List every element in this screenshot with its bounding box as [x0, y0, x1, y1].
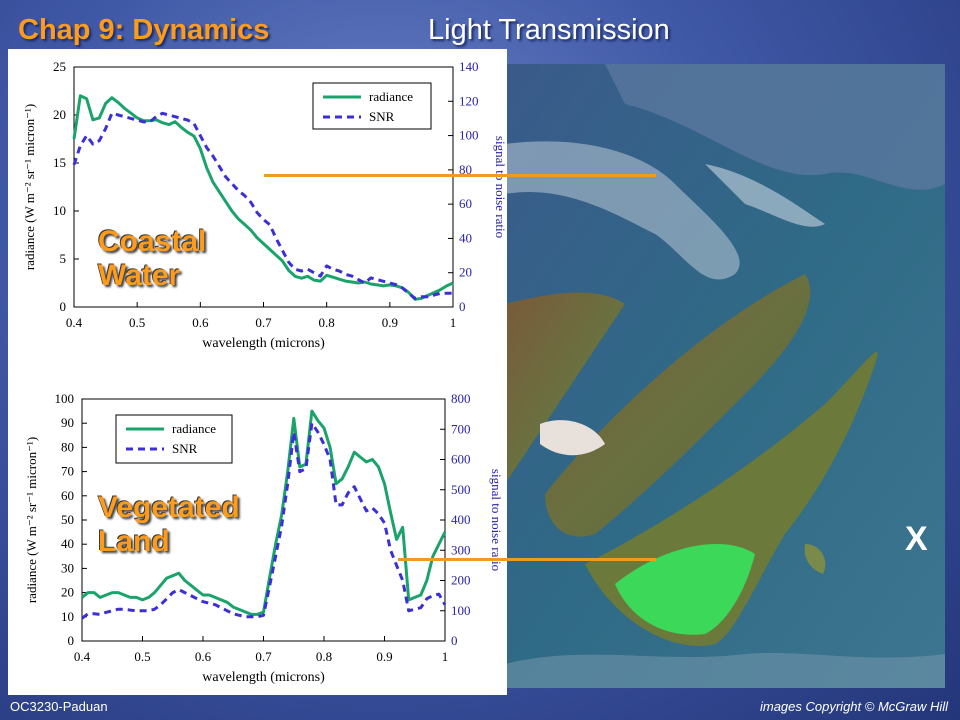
- vegetated-land-label-line2: Land: [98, 525, 170, 558]
- legend-box: [115, 414, 233, 464]
- y-left-tick-label: 90: [61, 415, 74, 430]
- y-right-tick-label: 300: [451, 542, 471, 557]
- y-right-tick-label: 500: [451, 482, 471, 497]
- x-tick-label: 0.4: [74, 649, 91, 664]
- legend-label-snr: SNR: [172, 441, 198, 456]
- y-right-tick-label: 700: [451, 421, 471, 436]
- x-tick-label: 1: [442, 649, 449, 664]
- y-right-tick-label: 0: [451, 633, 458, 648]
- y-left-tick-label: 5: [60, 251, 67, 266]
- x-tick-label: 1: [450, 315, 457, 330]
- coastal-water-label-line1: Coastal: [98, 225, 207, 258]
- y-left-tick-label: 40: [61, 536, 74, 551]
- y-right-tick-label: 200: [451, 573, 471, 588]
- x-tick-label: 0.7: [255, 649, 272, 664]
- y-right-tick-label: 40: [459, 230, 472, 245]
- series-line-radiance: [72, 94, 454, 301]
- footer-copyright: images Copyright © McGraw Hill: [759, 699, 948, 714]
- slide-title: Chap 9: Dynamics: [18, 14, 270, 46]
- pointer-line-vegetated: [398, 558, 656, 561]
- y-left-tick-label: 15: [53, 155, 66, 170]
- legend-label-radiance: radiance: [172, 421, 216, 436]
- x-tick-label: 0.6: [195, 649, 212, 664]
- chart-panel: 0.4 0.5 0.6 0.7 0.8 0.9 1 0 5 10 15 20 25 0 20 40 60 80 10…: [8, 49, 507, 695]
- y-left-tick-label: 70: [61, 464, 74, 479]
- y-right-tick-label: 600: [451, 452, 471, 467]
- series-line-snr: [81, 421, 447, 620]
- coastal-water-label: Coastal Water: [98, 225, 206, 293]
- x-tick-label: 0.5: [134, 649, 150, 664]
- chart-coastal-water: 0.4 0.5 0.6 0.7 0.8 0.9 1051015202502040608010…: [22, 59, 507, 351]
- y-left-tick-label: 25: [53, 59, 66, 74]
- y-left-tick-label: 30: [61, 560, 74, 575]
- y-left-tick-label: 100: [55, 391, 75, 406]
- y-right-axis-label: signal to noise ratio: [489, 469, 504, 571]
- vegetated-land-label: Vegetated Land: [98, 491, 240, 559]
- x-tick-label: 0.8: [319, 315, 335, 330]
- x-tick-label: 0.9: [382, 315, 398, 330]
- y-left-axis-label: radiance (W m⁻² sr⁻¹ micron⁻¹): [22, 104, 37, 270]
- y-left-tick-label: 60: [61, 488, 74, 503]
- y-right-tick-label: 100: [451, 603, 471, 618]
- satellite-image: [505, 64, 945, 688]
- y-left-tick-label: 20: [61, 585, 74, 600]
- pointer-line-coastal: [264, 174, 656, 177]
- y-left-tick-label: 0: [68, 633, 75, 648]
- legend-label-radiance: radiance: [369, 89, 413, 104]
- y-right-tick-label: 400: [451, 512, 471, 527]
- y-right-tick-label: 80: [459, 162, 472, 177]
- y-right-tick-label: 20: [459, 265, 472, 280]
- x-tick-label: 0.5: [129, 315, 145, 330]
- y-right-tick-label: 140: [459, 59, 479, 74]
- y-left-axis-label: radiance (W m⁻² sr⁻¹ micron⁻¹): [24, 437, 39, 603]
- y-right-tick-label: 100: [459, 128, 479, 143]
- x-tick-label: 0.4: [66, 315, 83, 330]
- x-tick-label: 0.8: [316, 649, 332, 664]
- series-line-radiance: [81, 409, 447, 616]
- slide-subtitle: Light Transmission: [428, 14, 670, 46]
- y-right-tick-label: 0: [459, 299, 466, 314]
- map-marker-x: X: [905, 520, 928, 558]
- footer-author: OC3230-Paduan: [10, 699, 108, 714]
- y-right-axis-label: signal to noise ratio: [493, 136, 507, 238]
- x-tick-label: 0.9: [376, 649, 392, 664]
- y-left-tick-label: 20: [53, 107, 66, 122]
- y-right-tick-label: 120: [459, 93, 479, 108]
- y-left-tick-label: 50: [61, 512, 74, 527]
- legend-label-snr: SNR: [369, 109, 395, 124]
- y-left-tick-label: 80: [61, 439, 74, 454]
- y-left-tick-label: 10: [53, 203, 66, 218]
- y-left-tick-label: 0: [60, 299, 67, 314]
- x-tick-label: 0.6: [192, 315, 209, 330]
- x-axis-label: wavelength (microns): [202, 336, 325, 351]
- x-tick-label: 0.7: [255, 315, 272, 330]
- y-left-tick-label: 10: [61, 609, 74, 624]
- coastal-water-label-line2: Water: [98, 259, 181, 292]
- vegetated-land-label-line1: Vegetated: [98, 491, 240, 524]
- satellite-image-art: [505, 64, 945, 688]
- y-right-tick-label: 800: [451, 391, 471, 406]
- x-axis-label: wavelength (microns): [202, 670, 325, 685]
- y-right-tick-label: 60: [459, 196, 472, 211]
- chart-vegetated-land: 0.4 0.5 0.6 0.7 0.8 0.9 1010203040506070809010…: [24, 391, 504, 685]
- legend-box: [312, 82, 432, 130]
